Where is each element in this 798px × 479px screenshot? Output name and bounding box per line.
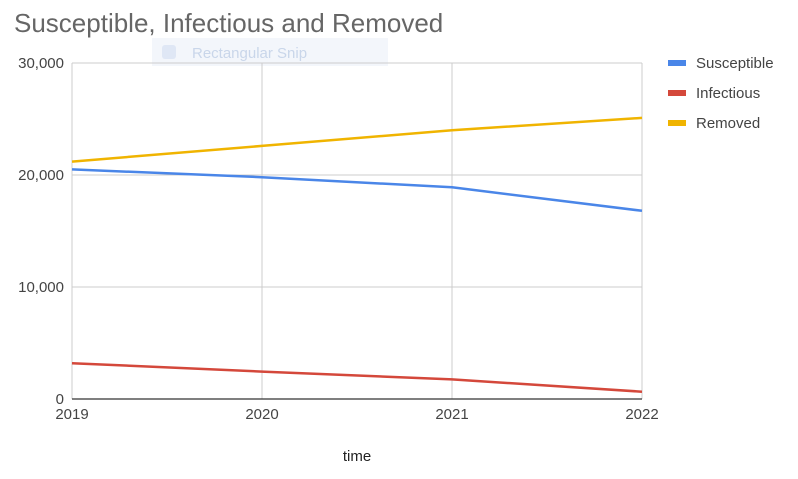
legend: Susceptible Infectious Removed (668, 55, 774, 132)
series-line-susceptible (71, 168, 643, 213)
x-tick-label: 2020 (245, 406, 278, 423)
legend-swatch-infectious (668, 90, 686, 96)
snip-overlay-label: Rectangular Snip (192, 45, 307, 62)
y-tick-label: 0 (56, 391, 64, 408)
gridlines (71, 62, 643, 399)
legend-swatch-susceptible (668, 60, 686, 66)
series-lines (71, 116, 643, 393)
x-tick-label: 2021 (435, 406, 468, 423)
legend-swatch-removed (668, 120, 686, 126)
snip-overlay-box (152, 38, 388, 66)
snip-icon (162, 45, 176, 59)
chart-title: Susceptible, Infectious and Removed (14, 8, 443, 38)
legend-label-removed: Removed (696, 115, 760, 132)
x-axis-title: time (343, 448, 371, 465)
y-tick-label: 30,000 (18, 55, 64, 72)
tick-labels: 0 10,000 20,000 30,000 2019 2020 2021 2022 (18, 55, 659, 423)
y-tick-label: 20,000 (18, 167, 64, 184)
x-tick-label: 2019 (55, 406, 88, 423)
series-line-infectious (71, 361, 643, 393)
legend-label-infectious: Infectious (696, 85, 760, 102)
legend-label-susceptible: Susceptible (696, 55, 774, 72)
x-tick-label: 2022 (625, 406, 658, 423)
snip-overlay: Rectangular Snip (152, 38, 388, 66)
y-tick-label: 10,000 (18, 279, 64, 296)
series-line-removed (71, 116, 643, 163)
